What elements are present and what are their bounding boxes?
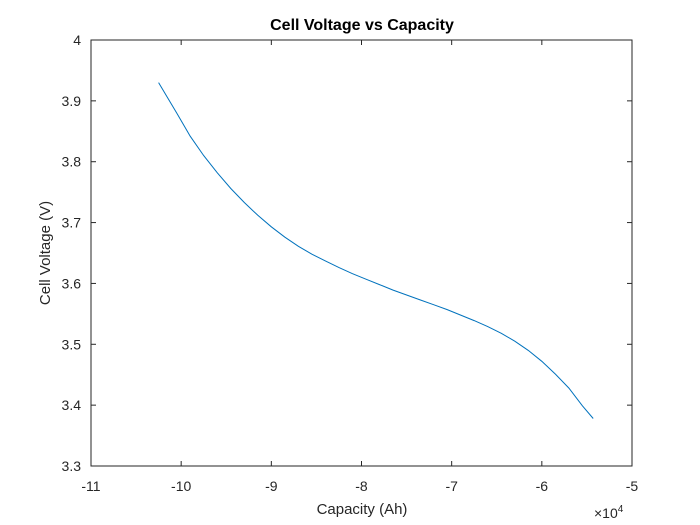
x-axis-label: Capacity (Ah): [317, 501, 408, 518]
y-tick-label: 3.3: [62, 458, 82, 474]
y-tick-label: 3.5: [62, 336, 82, 352]
x-tick-label: -6: [536, 478, 549, 494]
x-tick-label: -11: [81, 478, 100, 494]
x-tick-label: -5: [626, 478, 639, 494]
x-axis-exponent: ×104: [594, 504, 624, 521]
chart-title: Cell Voltage vs Capacity: [270, 17, 454, 34]
x-tick-label: -8: [355, 478, 368, 494]
voltage-series-line: [158, 82, 594, 419]
x-tick-label: -7: [445, 478, 458, 494]
y-axis-label: Cell Voltage (V): [37, 201, 54, 305]
y-tick-label: 3.6: [62, 275, 82, 291]
y-tick-label: 3.7: [62, 215, 82, 231]
y-tick-label: 3.8: [62, 154, 82, 170]
y-tick-label: 4: [73, 32, 81, 48]
y-tick-label: 3.9: [62, 93, 82, 109]
y-tick-label: 3.4: [62, 397, 82, 413]
x-axis-exponent-power: 4: [618, 504, 624, 515]
x-tick-label: -9: [265, 478, 278, 494]
x-tick-label: -10: [171, 478, 191, 494]
x-axis-exponent-base: ×10: [594, 505, 618, 521]
plot-area-frame: [90, 39, 633, 467]
